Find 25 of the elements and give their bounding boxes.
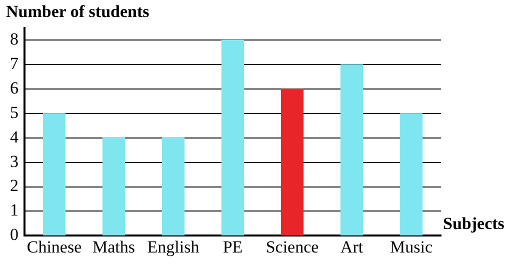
- bar: [280, 88, 304, 236]
- y-axis-title: Number of students: [6, 2, 150, 22]
- y-tick-label: 2: [10, 176, 18, 196]
- x-tick-label: PE: [222, 237, 243, 256]
- bar: [102, 138, 126, 236]
- x-tick-label: Science: [266, 237, 319, 256]
- x-tick-label: Chinese: [26, 237, 82, 256]
- y-tick-label: 1: [10, 200, 18, 220]
- y-tick-label: 7: [10, 54, 19, 74]
- bar: [162, 138, 185, 236]
- y-tick-label: 0: [10, 225, 18, 244]
- x-tick-label: Art: [340, 237, 364, 256]
- x-tick-label: Maths: [92, 237, 135, 256]
- y-tick-label: 3: [10, 152, 18, 171]
- bar: [340, 64, 364, 236]
- y-tick-label: 6: [10, 78, 18, 98]
- x-axis-title: Subjects: [443, 214, 504, 234]
- bar: [221, 40, 244, 236]
- y-tick-label: 4: [10, 127, 19, 146]
- y-tick-label: 5: [10, 102, 18, 122]
- x-tick-label: Music: [390, 237, 433, 256]
- x-tick-label: English: [147, 237, 200, 256]
- y-tick-label: 8: [10, 30, 18, 49]
- bar: [42, 113, 66, 236]
- bar: [400, 113, 423, 236]
